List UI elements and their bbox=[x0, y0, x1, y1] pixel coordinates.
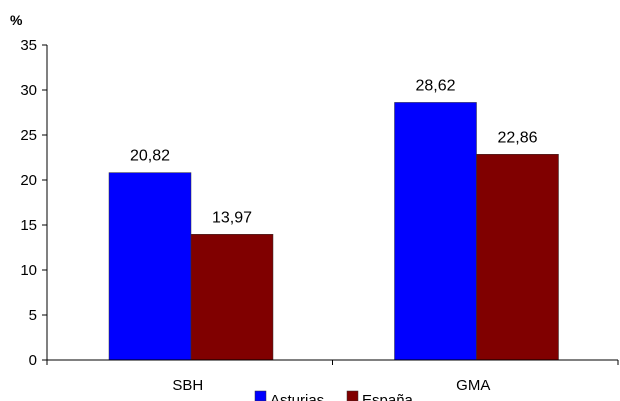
y-tick-label: 0 bbox=[29, 352, 37, 369]
y-tick-label: 15 bbox=[20, 217, 37, 234]
bar-espaa-gma bbox=[476, 154, 559, 361]
bar-value-labels: 20,82 28,62 13,97 22,86 bbox=[130, 77, 538, 226]
bar-value-label: 28,62 bbox=[415, 77, 455, 94]
legend-swatch bbox=[346, 390, 359, 401]
bar-asturias-sbh bbox=[108, 172, 192, 361]
bar-value-label: 13,97 bbox=[212, 209, 252, 226]
y-tick-label: 30 bbox=[20, 82, 37, 99]
legend-label: Asturias bbox=[270, 392, 324, 401]
x-category-label: SBH bbox=[172, 377, 203, 394]
y-tick-label: 35 bbox=[20, 37, 37, 54]
y-tick-label: 25 bbox=[20, 127, 37, 144]
y-tick-label: 10 bbox=[20, 262, 37, 279]
x-axis-ticks bbox=[46, 360, 619, 365]
y-tick-label: 5 bbox=[29, 307, 37, 324]
legend-swatch bbox=[254, 390, 267, 401]
x-axis-labels: SBH GMA bbox=[172, 377, 490, 394]
bar-espaa-sbh bbox=[190, 234, 274, 361]
bar-value-label: 22,86 bbox=[497, 129, 537, 146]
bar-asturias-gma bbox=[394, 102, 477, 361]
bar-value-label: 20,82 bbox=[130, 148, 170, 165]
y-tick-label: 20 bbox=[20, 172, 37, 189]
y-axis-ticks: 0 5 10 15 20 25 30 35 bbox=[20, 37, 47, 369]
legend: Asturias España bbox=[254, 390, 414, 401]
bars bbox=[108, 102, 559, 361]
x-category-label: GMA bbox=[456, 377, 490, 394]
y-axis-label: % bbox=[10, 12, 23, 28]
legend-label: España bbox=[362, 392, 414, 401]
